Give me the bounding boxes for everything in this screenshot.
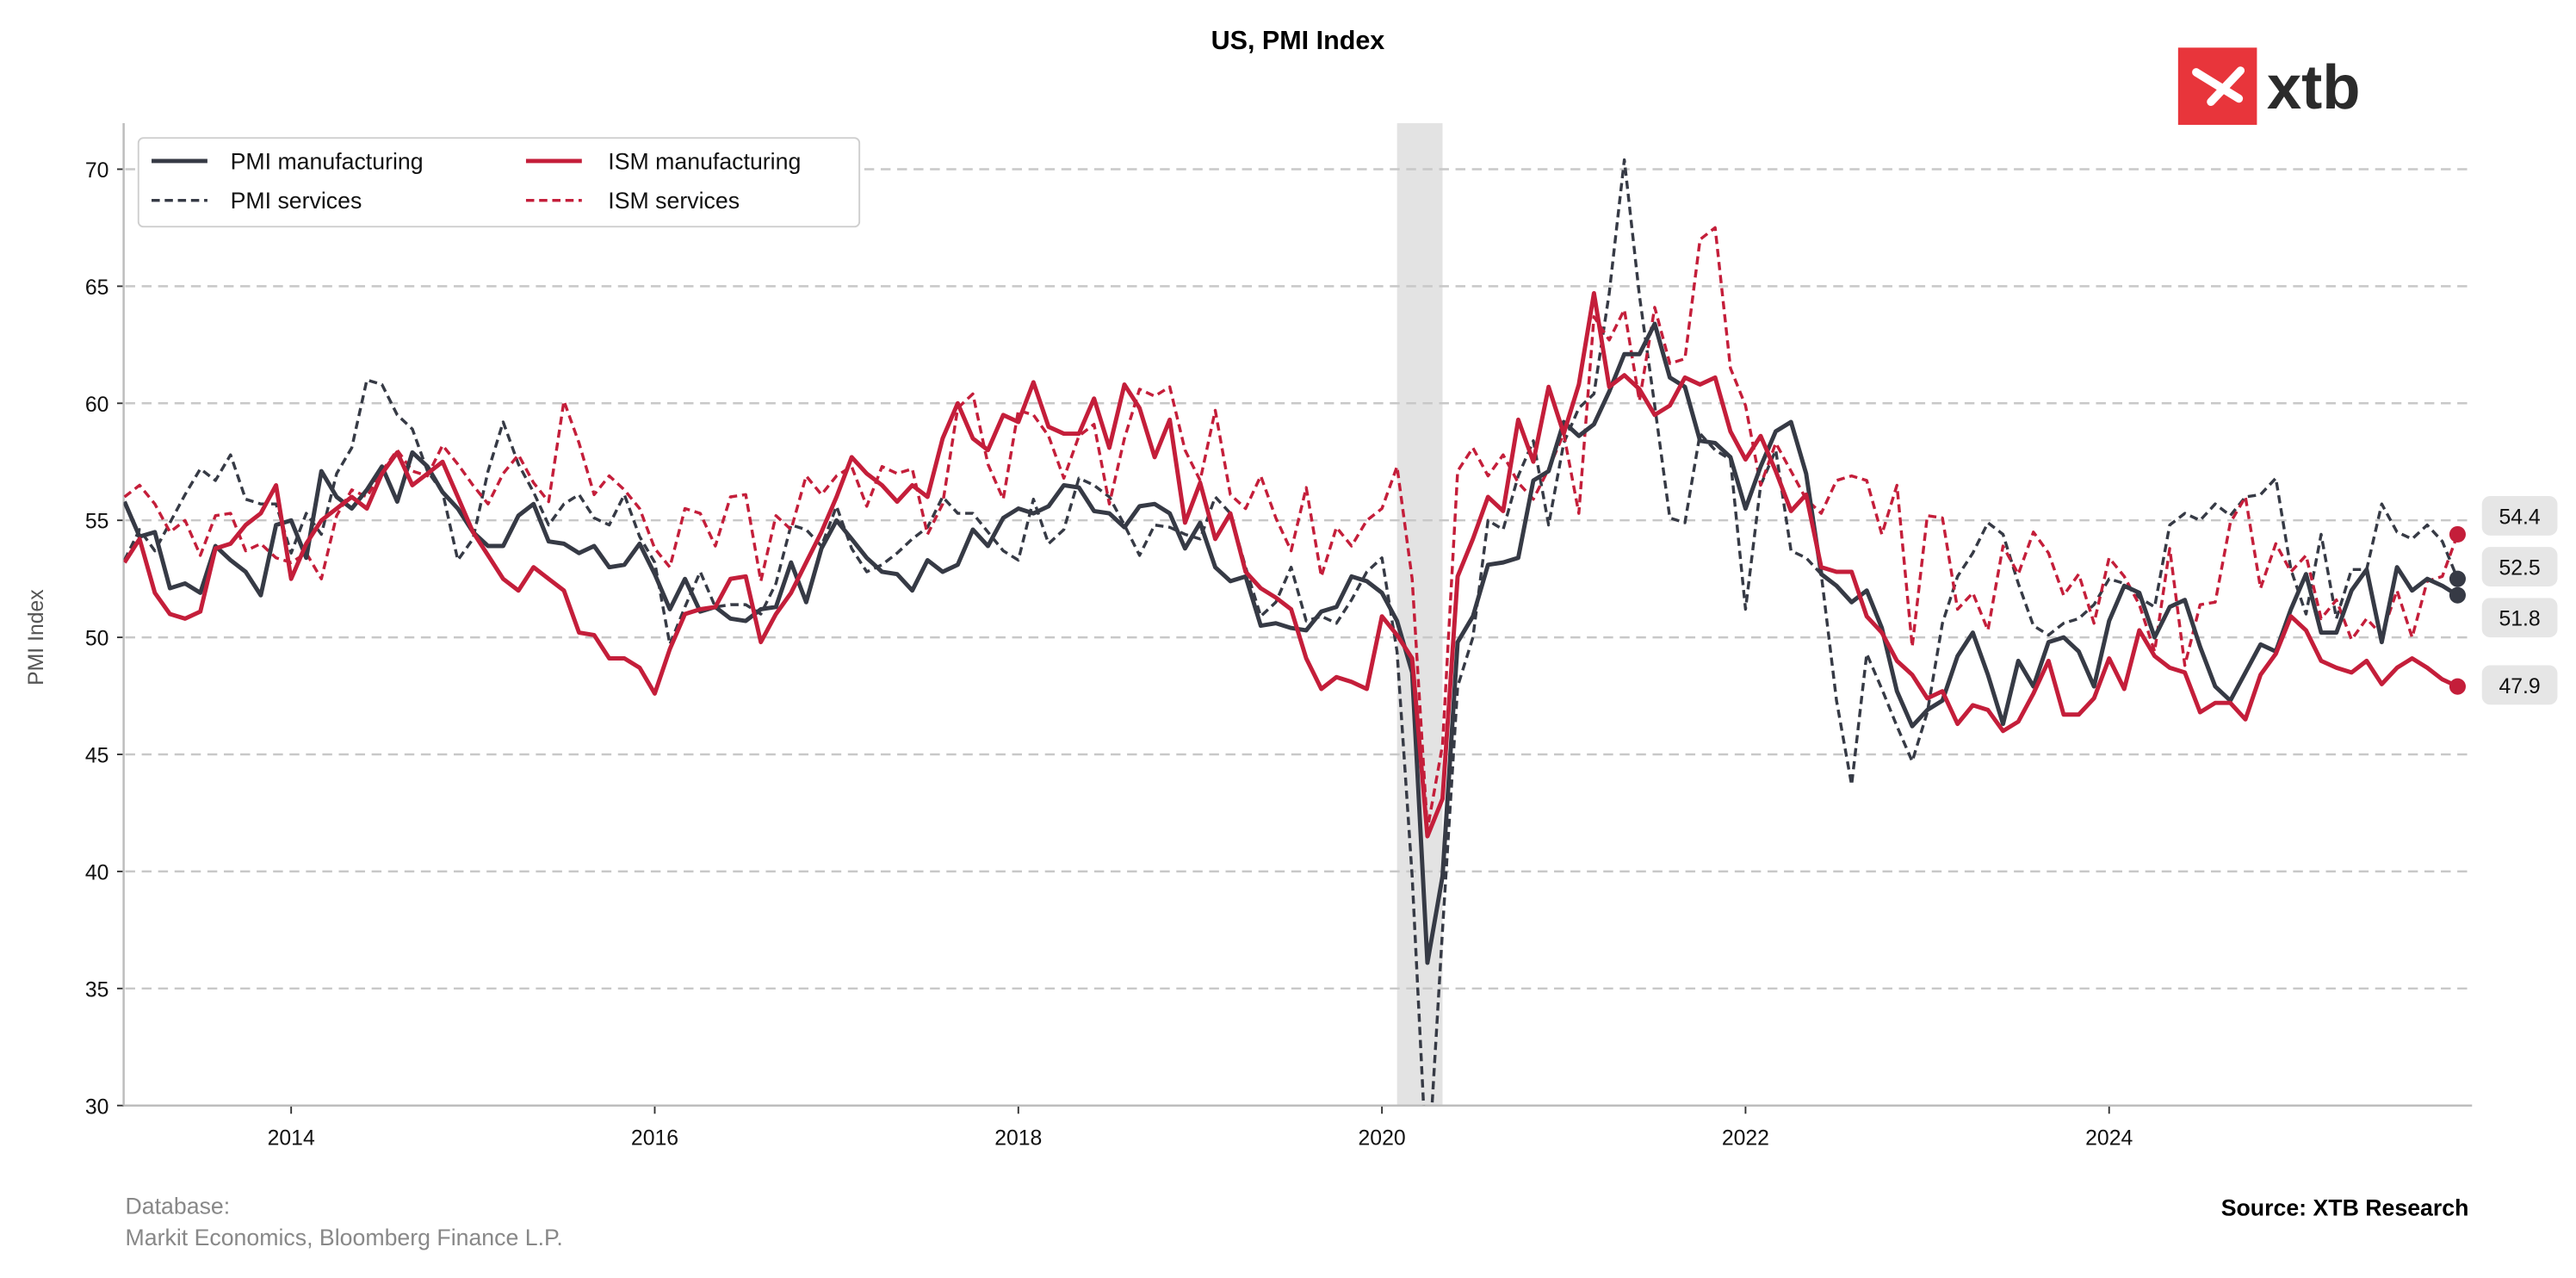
legend: PMI manufacturing ISM manufacturing PMI … bbox=[137, 137, 861, 228]
y-tick-label: 50 bbox=[85, 628, 109, 651]
legend-label-ism-services: ISM services bbox=[608, 188, 740, 214]
y-tick-label: 40 bbox=[85, 861, 109, 884]
end-label-pmi-services: 52.5 bbox=[2499, 557, 2540, 580]
y-axis-ticks: 30 35 40 45 50 55 60 65 70 bbox=[85, 159, 124, 1119]
legend-label-pmi-manufacturing: PMI manufacturing bbox=[231, 148, 424, 174]
y-tick-label: 45 bbox=[85, 745, 109, 768]
series-line-ism-manufacturing bbox=[123, 291, 2459, 839]
source-label: Source: XTB Research bbox=[2221, 1195, 2469, 1221]
x-tick-label: 2014 bbox=[268, 1126, 315, 1150]
legend-label-ism-manufacturing: ISM manufacturing bbox=[608, 148, 801, 174]
end-markers bbox=[2449, 525, 2466, 695]
series-line-ism-services bbox=[123, 226, 2460, 831]
y-tick-label: 65 bbox=[85, 276, 109, 300]
legend-label-pmi-services: PMI services bbox=[231, 188, 362, 214]
end-labels: 54.4 52.5 51.8 47.9 bbox=[2481, 496, 2558, 705]
end-dot-ism-services bbox=[2449, 525, 2466, 543]
y-tick-label: 30 bbox=[85, 1095, 109, 1119]
series-lines bbox=[123, 158, 2460, 1106]
xtb-logo: xtb bbox=[2177, 47, 2361, 125]
y-axis-label: PMI Index bbox=[25, 589, 48, 686]
x-tick-label: 2022 bbox=[1722, 1126, 1769, 1150]
end-label-pmi-manufacturing: 51.8 bbox=[2499, 608, 2540, 631]
series-line-pmi-services bbox=[123, 158, 2460, 1106]
x-tick-label: 2016 bbox=[631, 1126, 678, 1150]
logo-text: xtb bbox=[2267, 53, 2361, 122]
end-label-ism-manufacturing: 47.9 bbox=[2499, 675, 2540, 698]
gridlines bbox=[125, 168, 2473, 990]
y-tick-label: 70 bbox=[85, 159, 109, 183]
y-tick-label: 55 bbox=[85, 511, 109, 534]
end-dot-pmi-manufacturing bbox=[2449, 586, 2466, 604]
recession-shading bbox=[1396, 123, 1443, 1106]
end-label-ism-services: 54.4 bbox=[2499, 506, 2540, 529]
x-tick-label: 2024 bbox=[2085, 1126, 2133, 1150]
y-tick-label: 35 bbox=[85, 978, 109, 1002]
database-sources: Markit Economics, Bloomberg Finance L.P. bbox=[126, 1225, 563, 1250]
x-tick-label: 2018 bbox=[994, 1126, 1042, 1150]
y-tick-label: 60 bbox=[85, 394, 109, 417]
series-line-pmi-manufacturing bbox=[123, 321, 2459, 965]
end-dot-pmi-services bbox=[2449, 570, 2466, 587]
end-dot-ism-manufacturing bbox=[2449, 678, 2466, 695]
chart-title: US, PMI Index bbox=[1211, 26, 1385, 55]
x-axis-ticks: 2014 2016 2018 2020 2022 2024 bbox=[268, 1105, 2133, 1150]
database-label: Database: bbox=[126, 1194, 231, 1219]
x-tick-label: 2020 bbox=[1359, 1126, 1406, 1150]
